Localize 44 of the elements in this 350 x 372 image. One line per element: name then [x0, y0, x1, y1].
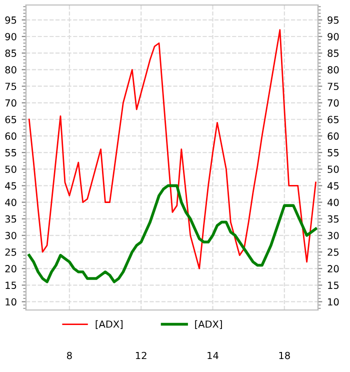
- y-tick-label: 95: [5, 16, 16, 24]
- y-tick-label: 30: [5, 232, 16, 240]
- y-tick-label: 40: [5, 198, 16, 206]
- y-tick-label: 15: [6, 282, 16, 289]
- y-tick-label: 25: [5, 248, 16, 256]
- x-tick-label: 14: [208, 352, 218, 360]
- y2-tick-label: 80: [328, 66, 339, 74]
- y2-tick-label: 65: [328, 116, 339, 124]
- y-tick-label: 80: [5, 66, 16, 74]
- y-tick-label: 75: [5, 82, 16, 90]
- x-tick-label: 12: [136, 352, 146, 360]
- x-tick-label: 18: [279, 352, 290, 360]
- y2-tick-label: 95: [328, 16, 339, 24]
- x-tick-label: 8: [67, 352, 72, 360]
- y-tick-label: 85: [5, 50, 16, 57]
- y2-tick-label: 45: [328, 182, 339, 190]
- y2-tick-label: 90: [328, 32, 339, 40]
- y-tick-label: 10: [6, 298, 16, 306]
- y2-tick-label: 20: [328, 265, 339, 272]
- y-tick-label: 35: [5, 215, 16, 223]
- y2-tick-label: 15: [328, 282, 339, 289]
- y-tick-label: 60: [5, 132, 16, 140]
- y-tick-label: 20: [5, 265, 16, 272]
- y2-tick-label: 10: [328, 298, 339, 306]
- y2-tick-label: 40: [328, 198, 339, 206]
- y2-tick-label: 35: [328, 215, 339, 223]
- legend-label: [ADX]: [195, 320, 222, 329]
- y2-tick-label: 60: [328, 132, 339, 140]
- line-series: [28, 29, 316, 270]
- y2-tick-label: 75: [328, 82, 339, 90]
- legend-label: [ADX]: [96, 320, 123, 329]
- y2-tick-label: 85: [328, 50, 339, 57]
- y-tick-label: 45: [5, 182, 16, 190]
- line-series: [28, 184, 318, 284]
- y-tick-label: 90: [5, 32, 16, 40]
- y2-tick-label: 25: [328, 248, 339, 256]
- y2-tick-label: 70: [328, 99, 339, 107]
- y-tick-label: 70: [5, 99, 16, 107]
- y-tick-label: 50: [5, 166, 16, 173]
- y2-tick-label: 55: [328, 149, 339, 156]
- y-tick-label: 65: [5, 116, 16, 124]
- y2-tick-label: 30: [328, 232, 339, 240]
- y2-tick-label: 50: [328, 166, 339, 173]
- y-tick-label: 55: [5, 149, 16, 156]
